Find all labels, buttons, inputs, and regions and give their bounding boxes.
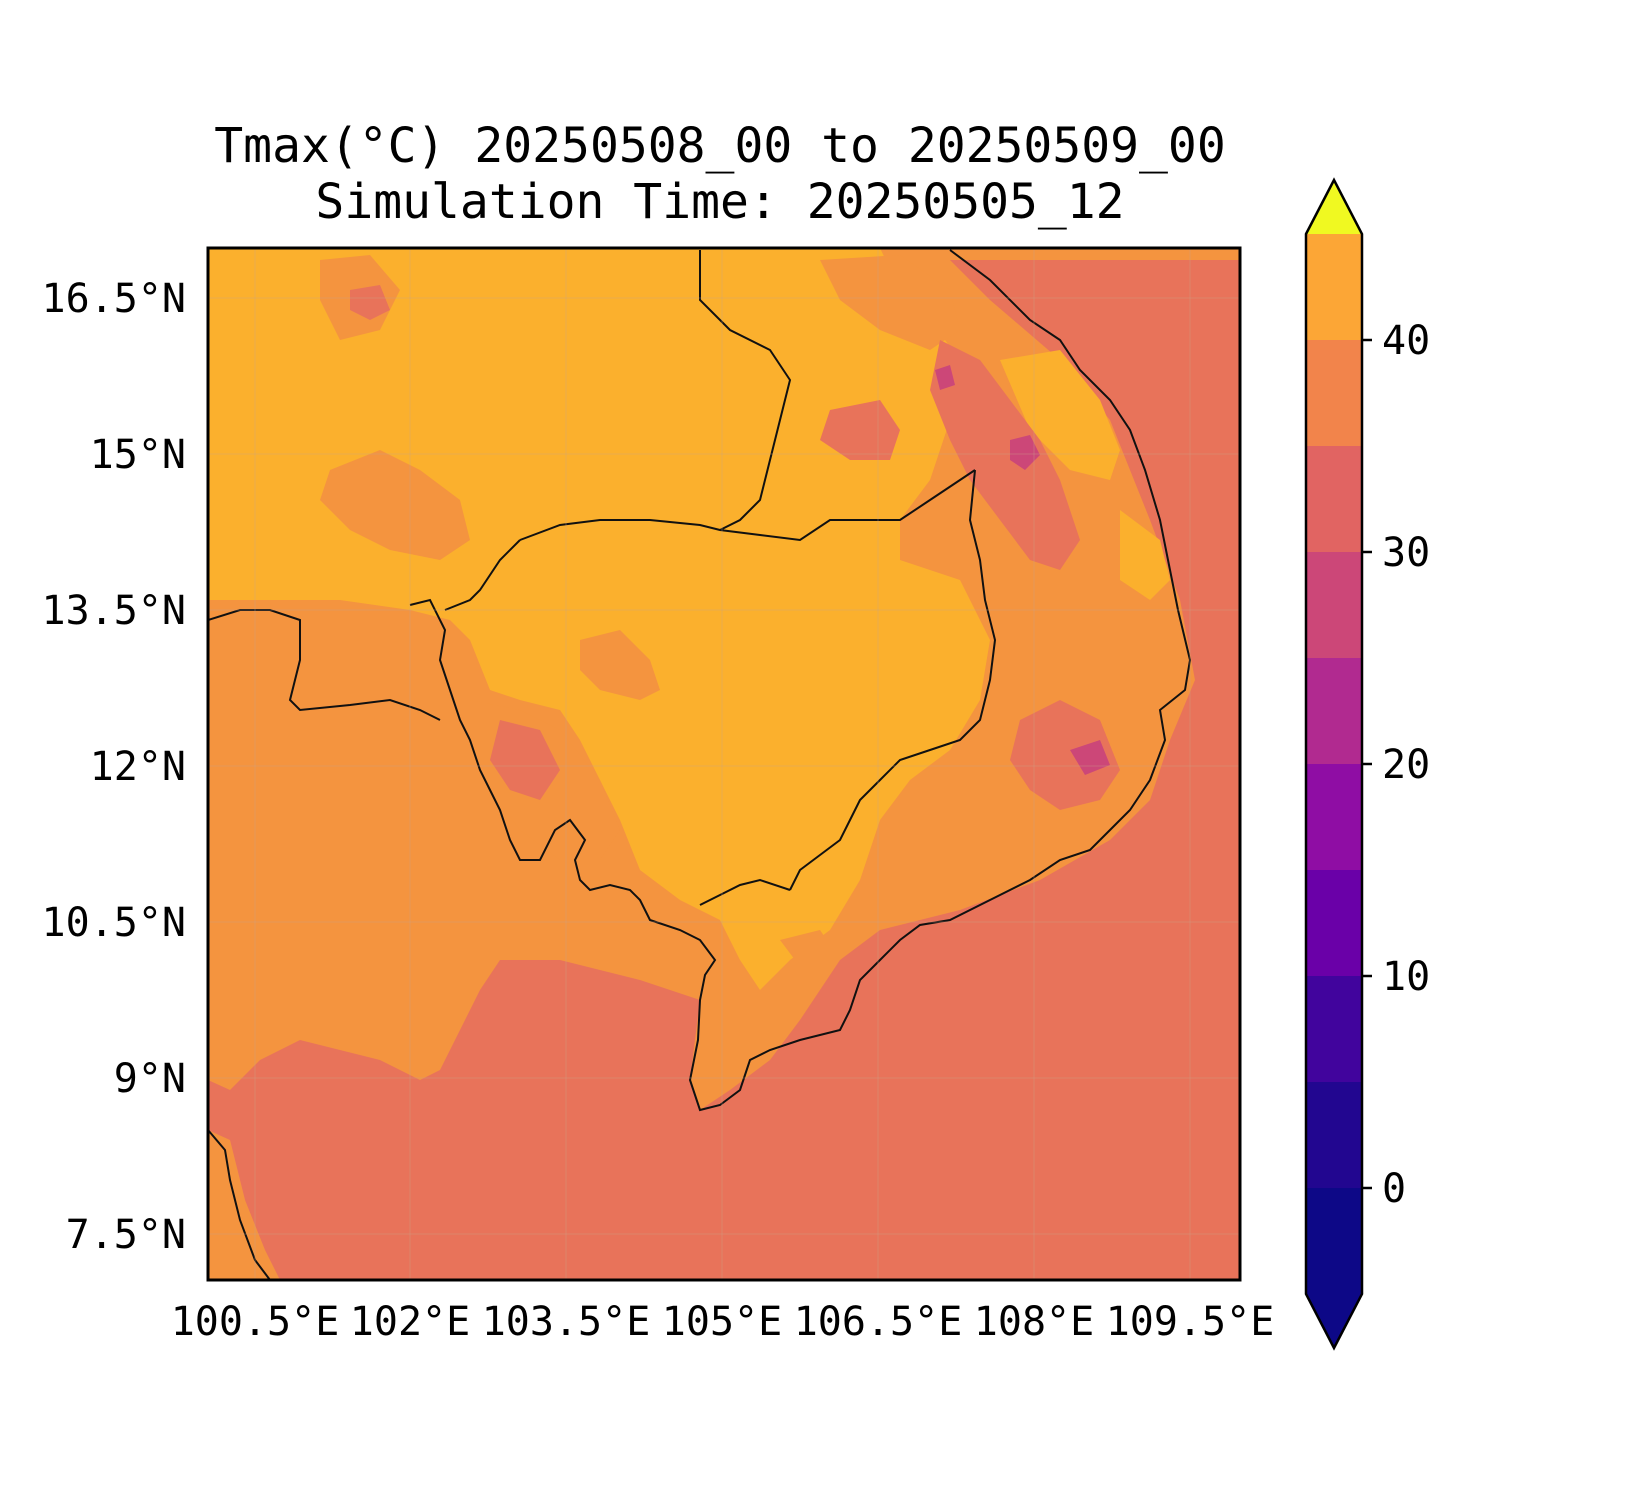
highland-cool-region [930,340,1080,570]
highland-cool-region [820,400,900,460]
colorbar-segment [1306,1188,1362,1294]
peninsula-warm-region [208,1130,280,1280]
colorbar-tick-label: 40 [1382,318,1430,364]
map-area [208,248,1240,1280]
colorbar-segment [1306,870,1362,976]
colorbar-segment [1306,340,1362,446]
lat-tick-label: 7.5°N [66,1212,186,1258]
lon-tick-label: 105°E [662,1299,782,1345]
coastline-and-borders [208,249,1192,1280]
lon-tick-label: 106.5°E [794,1299,963,1345]
gridlines [208,248,1240,1280]
colorbar-tick-label: 20 [1382,742,1430,788]
central-highlands-coolest [935,365,955,390]
colorbar-segment [1306,446,1362,552]
coastal-hot-patch [1000,350,1120,480]
colorbar-over-extension [1306,180,1362,234]
interior-warm-patch [780,930,840,980]
colorbar-under-extension [1306,1294,1362,1348]
highland-cool-region [1010,700,1120,810]
colorbar-segment [1306,234,1362,340]
lat-tick-label: 15°N [90,432,186,478]
lon-tick-label: 103.5°E [482,1299,651,1345]
highland-cool-region [350,285,390,320]
lat-tick-label: 16.5°N [42,276,187,322]
lon-tick-label: 108°E [974,1299,1094,1345]
colorbar-segment [1306,1082,1362,1188]
highland-cool-region [490,720,560,800]
colorbar-segment [1306,764,1362,870]
colorbar-tick-label: 0 [1382,1166,1406,1212]
lat-tick-label: 9°N [114,1056,186,1102]
colorbar-tick-label: 30 [1382,530,1430,576]
map-subtitle: Simulation Time: 20250505_12 [315,174,1125,230]
colorbar-tick-label: 10 [1382,954,1430,1000]
colorbar-outline [1304,177,1364,1351]
lon-tick-label: 109.5°E [1106,1299,1275,1345]
coastal-hot-patch [1120,510,1170,600]
colorbar-segment [1306,976,1362,1082]
longitude-axis: 100.5°E 102°E 103.5°E 105°E 106.5°E 108°… [171,1299,1275,1345]
interior-warm-patch [820,255,960,350]
map-title: Tmax(°C) 20250508_00 to 20250509_00 [214,118,1226,174]
hot-interior-region [208,248,990,990]
latitude-axis: 16.5°N 15°N 13.5°N 12°N 10.5°N 9°N 7.5°N [42,276,187,1258]
colorbar-segment [1306,658,1362,764]
lat-tick-label: 13.5°N [42,588,187,634]
lat-tick-label: 10.5°N [42,900,187,946]
central-highlands-coolest [1010,435,1040,470]
map-frame [206,246,1242,1282]
lon-tick-label: 100.5°E [171,1299,340,1345]
interior-warm-patch [580,630,660,700]
lat-tick-label: 12°N [90,744,186,790]
lon-tick-label: 102°E [350,1299,470,1345]
colorbar-segment [1306,552,1362,658]
interior-warm-patch [320,450,470,560]
central-highlands-coolest [1070,740,1110,775]
colorbar: 0 10 20 30 40 [1304,177,1430,1351]
